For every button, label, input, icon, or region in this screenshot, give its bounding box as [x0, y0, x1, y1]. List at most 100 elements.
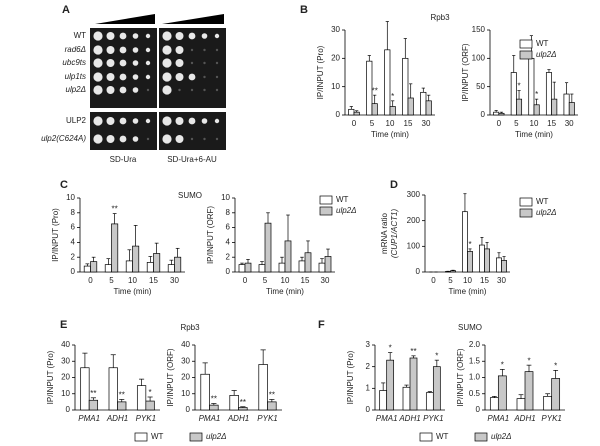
- error-bar: [381, 382, 386, 391]
- bar: [516, 98, 523, 116]
- colony-spot: [215, 75, 219, 79]
- significance-mark: **: [90, 389, 96, 398]
- error-bar: [240, 262, 244, 265]
- y-tick-label: 150: [472, 25, 486, 34]
- error-bar: [148, 256, 153, 263]
- bar: [200, 373, 210, 411]
- colony-spot: [93, 72, 103, 82]
- y-tick-label: 30: [181, 356, 190, 365]
- bar: [324, 256, 332, 273]
- error-bar: [147, 396, 153, 402]
- bar: [545, 72, 552, 116]
- error-bar: [306, 240, 310, 253]
- y-tick-label: 6: [71, 223, 76, 232]
- legend-label: ulp2Δ: [536, 208, 557, 217]
- significance-mark: *: [468, 240, 471, 249]
- error-bar: [133, 225, 138, 247]
- panel-letter: F: [318, 319, 325, 331]
- y-axis-label: IP/INPUT (ORF): [456, 348, 465, 406]
- y-tick-label: 200: [407, 216, 421, 225]
- bar: [450, 270, 456, 273]
- y-tick-label: 40: [181, 340, 190, 349]
- bar: [528, 57, 535, 116]
- x-tick-label: 10: [463, 276, 472, 285]
- bar: [111, 223, 119, 273]
- error-bar: [499, 369, 505, 376]
- panel-letter: B: [300, 4, 308, 16]
- y-axis-label: IP/INPUT (Pro): [316, 45, 325, 99]
- bar: [384, 49, 391, 116]
- x-tick-label: 5: [109, 276, 114, 285]
- error-bar: [553, 370, 559, 379]
- bar: [543, 396, 553, 411]
- bar: [501, 260, 507, 273]
- bar: [238, 264, 246, 273]
- x-tick-label: PMA1: [199, 414, 221, 423]
- significance-mark: *: [389, 344, 392, 353]
- y-tick-label: 8: [71, 208, 76, 217]
- colony-spot: [175, 117, 184, 125]
- x-tick-label: PMA1: [376, 414, 398, 423]
- bar: [304, 252, 312, 273]
- y-tick-label: 30: [61, 356, 70, 365]
- error-bar: [403, 38, 407, 59]
- x-tick-label: 10: [386, 119, 395, 128]
- dilution-wedge: [162, 14, 224, 24]
- y-tick-label: 0: [481, 110, 486, 119]
- panel-letter: A: [62, 4, 70, 16]
- x-axis-label: Time (min): [266, 287, 304, 296]
- error-bar: [468, 248, 472, 252]
- error-bar: [82, 352, 88, 368]
- colony-spot: [119, 59, 127, 67]
- bar: [167, 264, 175, 273]
- bar: [284, 240, 292, 273]
- colony-spot: [106, 32, 115, 40]
- colony-spot: [145, 118, 151, 124]
- bar: [497, 375, 507, 411]
- colony-spot: [175, 73, 184, 81]
- colony-spot: [214, 33, 220, 39]
- y-tick-label: 6: [226, 223, 231, 232]
- x-tick-label: PYK1: [257, 414, 277, 423]
- legend-swatch: [519, 39, 533, 49]
- colony-spot: [106, 73, 115, 81]
- colony-spot: [175, 32, 184, 40]
- bar: [551, 98, 558, 116]
- y-tick-label: 50: [476, 82, 485, 91]
- bar: [432, 366, 441, 411]
- legend-swatch: [319, 195, 333, 205]
- x-tick-label: 15: [480, 276, 489, 285]
- bar: [496, 257, 502, 273]
- colony-spot: [106, 86, 115, 94]
- legend-label: WT: [536, 197, 549, 206]
- y-tick-label: 10: [61, 389, 70, 398]
- x-tick-label: 30: [422, 119, 431, 128]
- bar: [108, 367, 118, 411]
- colony-spot: [93, 116, 103, 126]
- bar: [117, 401, 127, 411]
- y-axis-label: IP/INPUT (ORF): [461, 43, 470, 101]
- bar: [551, 378, 561, 411]
- error-bar: [421, 87, 425, 93]
- colony-spot: [93, 134, 103, 144]
- error-bar: [231, 390, 237, 396]
- bar: [238, 407, 248, 411]
- error-bar: [260, 349, 266, 365]
- error-bar: [246, 259, 250, 264]
- colony-spot: [132, 60, 139, 66]
- y-tick-label: 2.0: [469, 340, 481, 349]
- bar: [229, 395, 239, 411]
- bar: [83, 265, 91, 273]
- y-tick-label: 10: [66, 193, 75, 202]
- bar: [409, 357, 418, 411]
- colony-spot: [178, 88, 181, 92]
- significance-mark: **: [211, 395, 217, 404]
- x-tick-label: 0: [88, 276, 93, 285]
- bar: [484, 248, 490, 273]
- legend-swatch: [474, 432, 488, 442]
- colony-spot: [119, 32, 127, 40]
- colony-spot: [162, 85, 172, 95]
- error-bar: [355, 110, 359, 113]
- error-bar: [300, 256, 304, 261]
- x-tick-label: PMA1: [487, 414, 509, 423]
